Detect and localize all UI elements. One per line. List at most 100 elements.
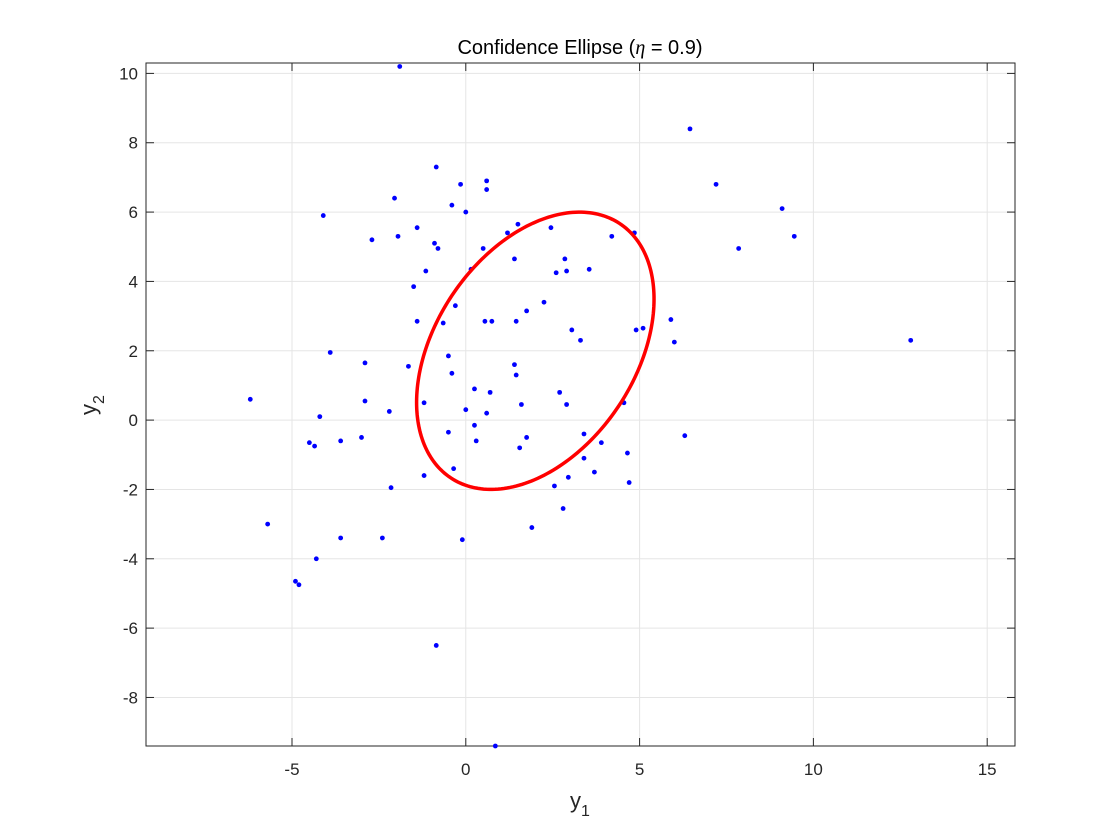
data-point [484, 410, 490, 416]
data-point [541, 299, 547, 305]
data-point [512, 256, 517, 262]
y-axis-label: y2 [76, 395, 108, 415]
data-point [440, 320, 446, 326]
data-point [472, 422, 477, 428]
data-point [423, 268, 429, 274]
data-point [779, 206, 785, 212]
y-tick-label: 6 [129, 203, 138, 222]
data-point [446, 353, 451, 359]
data-point [338, 535, 344, 541]
data-point [397, 64, 403, 69]
data-point [313, 556, 319, 562]
data-point [458, 181, 463, 187]
data-point [505, 230, 510, 236]
data-point [557, 389, 563, 395]
data-point [369, 237, 375, 243]
data-point [320, 213, 326, 218]
data-point [482, 318, 488, 324]
data-point [626, 480, 632, 485]
data-point [362, 360, 368, 366]
data-point [433, 643, 439, 648]
data-point [463, 209, 469, 215]
data-point [421, 473, 427, 478]
data-point [564, 268, 569, 274]
data-point [484, 187, 490, 192]
data-point [682, 433, 688, 439]
data-point [312, 443, 317, 449]
data-point [529, 525, 535, 530]
axes-box [145, 62, 1016, 747]
data-point [598, 440, 604, 446]
data-point [687, 126, 693, 132]
data-point [421, 400, 427, 406]
data-point [459, 537, 465, 543]
data-point [668, 317, 674, 322]
data-point [513, 318, 519, 324]
data-point [317, 414, 323, 420]
y-tick-label: 0 [129, 411, 138, 430]
data-point [489, 318, 495, 324]
data-point [432, 240, 437, 246]
y-tick-label: 8 [129, 134, 138, 153]
data-point [552, 483, 557, 489]
data-point [406, 363, 411, 369]
x-tick-label: 0 [461, 760, 470, 779]
data-point [562, 256, 568, 262]
data-point [392, 195, 397, 201]
x-tick-label: 10 [804, 760, 823, 779]
data-point [569, 327, 575, 333]
data-point [581, 455, 587, 461]
plot-area [146, 63, 1015, 746]
data-point [463, 407, 469, 413]
data-point [519, 402, 524, 407]
data-point [492, 743, 498, 749]
data-point [452, 303, 458, 309]
data-point [517, 445, 523, 451]
data-point [362, 398, 368, 404]
scatter-points [247, 64, 914, 749]
data-point [548, 225, 554, 231]
y-tick-labels: -8 -6 -4 -2 0 2 4 6 8 10 [119, 64, 138, 707]
data-point [473, 438, 479, 444]
data-point [633, 327, 639, 333]
data-point [581, 431, 587, 437]
x-tick-label: 15 [978, 760, 997, 779]
data-point [791, 233, 797, 239]
data-point [524, 308, 530, 314]
data-point [480, 246, 486, 251]
y-tick-label: 10 [119, 64, 138, 83]
data-point [736, 246, 742, 251]
chart-title: Confidence Ellipse (η = 0.9) [457, 37, 702, 59]
data-point [386, 409, 392, 414]
data-point [640, 325, 646, 331]
data-point [449, 202, 455, 208]
data-point [435, 246, 441, 251]
data-point [338, 438, 344, 444]
data-point [484, 178, 490, 184]
data-point [446, 429, 451, 435]
data-point [451, 466, 457, 472]
eta-symbol: η [635, 37, 645, 59]
data-point [487, 389, 493, 395]
data-point [296, 582, 302, 588]
data-point [359, 435, 364, 440]
y-tick-label: -8 [123, 688, 138, 707]
y-tick-label: -2 [123, 480, 138, 499]
data-point [472, 386, 477, 392]
y-tick-label: 2 [129, 342, 138, 361]
data-point [560, 506, 566, 511]
y-tick-label: 4 [129, 272, 138, 291]
data-point [388, 485, 394, 491]
data-point [513, 372, 519, 378]
data-point [247, 396, 253, 402]
data-point [524, 435, 530, 440]
data-point [327, 350, 333, 355]
ticks [146, 63, 1015, 746]
data-point [433, 164, 439, 170]
data-point [379, 535, 385, 541]
data-point [625, 450, 630, 456]
data-point [414, 318, 420, 324]
data-point [713, 181, 719, 187]
data-point [553, 270, 559, 276]
